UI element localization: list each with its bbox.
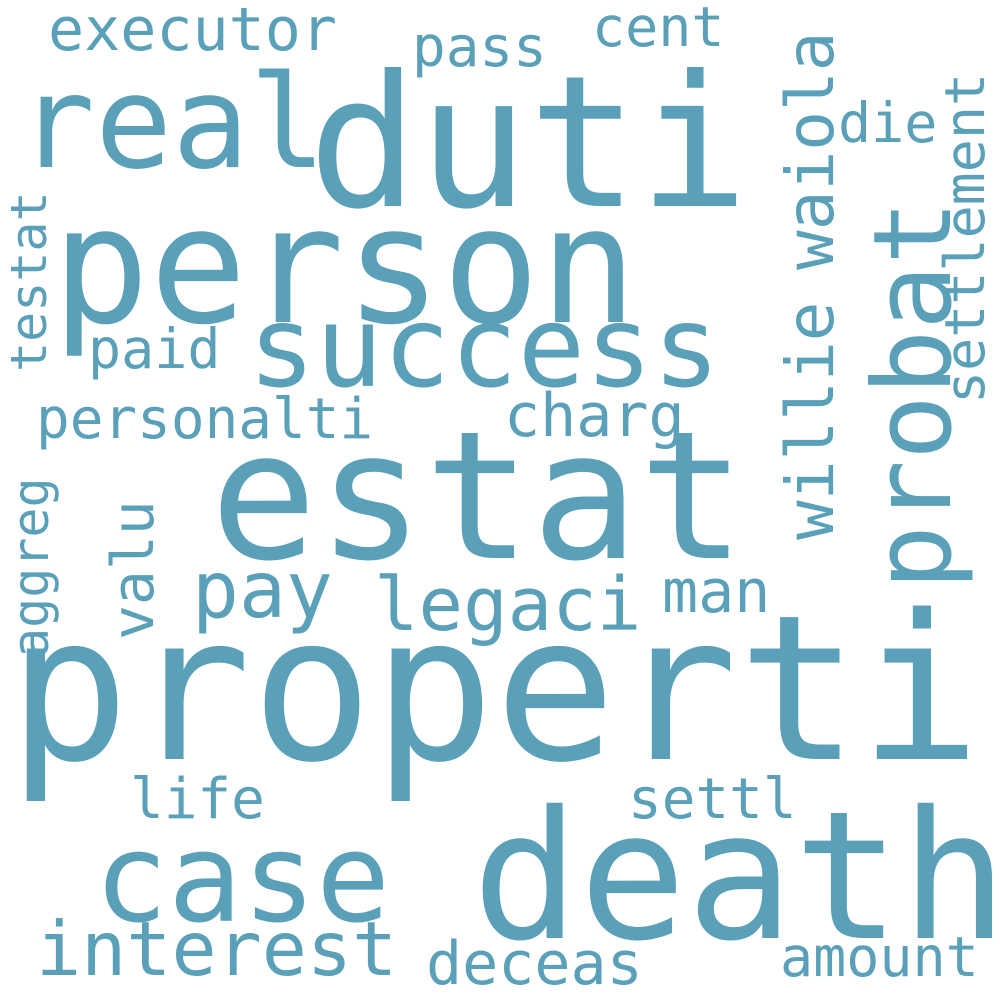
word-settlement: settlement	[933, 72, 997, 404]
word-testat: testat	[0, 191, 58, 372]
word-waiola: waiola	[772, 31, 849, 270]
word-die: die	[838, 91, 938, 155]
word-paid: paid	[88, 317, 221, 381]
word-interest: interest	[36, 905, 398, 993]
word-willie: willie	[772, 301, 849, 540]
word-person: person	[52, 173, 638, 361]
word-valu: valu	[99, 500, 167, 640]
word-real: real	[18, 49, 327, 198]
word-amount: amount	[780, 925, 979, 989]
word-success: success	[248, 283, 721, 413]
word-man: man	[662, 557, 771, 627]
word-properti: properti	[8, 571, 981, 807]
word-executor: executor	[48, 0, 337, 65]
word-pay: pay	[192, 546, 333, 636]
word-cent: cent	[592, 0, 725, 59]
word-legaci: legaci	[374, 562, 642, 648]
word-charg: charg	[504, 381, 685, 451]
word-life: life	[130, 767, 265, 832]
word-deceas: deceas	[426, 929, 643, 999]
word-duti: duti	[308, 37, 749, 250]
word-death: death	[472, 773, 1000, 980]
word-case: case	[94, 808, 391, 951]
word-pass: pass	[412, 15, 547, 80]
word-settl: settl	[628, 767, 797, 832]
word-personalti: personalti	[36, 387, 374, 452]
word-estat: estat	[210, 393, 746, 600]
word-aggreg: aggreg	[2, 477, 60, 658]
